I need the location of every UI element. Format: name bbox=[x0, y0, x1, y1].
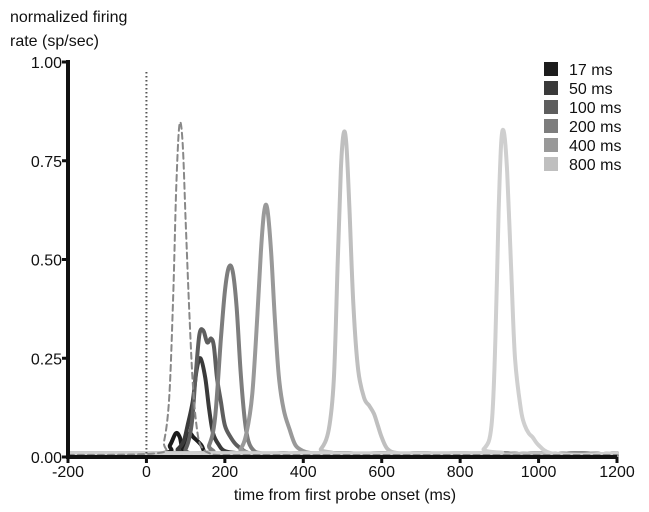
x-tick-label: 600 bbox=[368, 464, 395, 481]
x-axis-title: time from first probe onset (ms) bbox=[234, 487, 456, 504]
legend-swatch bbox=[544, 81, 558, 95]
series-line-200-ms bbox=[66, 263, 619, 457]
series-layer bbox=[66, 121, 619, 457]
x-tick-label: -200 bbox=[52, 464, 84, 481]
y-axis-title-line-2: rate (sp/sec) bbox=[10, 33, 99, 50]
legend-label: 200 ms bbox=[569, 119, 621, 136]
legend-swatch bbox=[544, 138, 558, 152]
legend-swatch bbox=[544, 62, 558, 76]
y-axis-title-line-1: normalized firing bbox=[10, 9, 127, 26]
legend-swatch bbox=[544, 100, 558, 114]
x-tick-label: 1200 bbox=[599, 464, 635, 481]
y-tick-label: 0.00 bbox=[31, 450, 62, 467]
legend-label: 17 ms bbox=[569, 62, 613, 79]
x-tick-label: 0 bbox=[142, 464, 151, 481]
x-tick-label: 800 bbox=[447, 464, 474, 481]
axes-layer: 0.00 0.25 0.50 0.75 1.00 -200 0 200 400 600 800 100… bbox=[31, 55, 635, 481]
y-tick-label: 0.75 bbox=[31, 154, 62, 171]
legend-swatch bbox=[544, 119, 558, 133]
legend-swatch bbox=[544, 157, 558, 171]
y-tick-label: 1.00 bbox=[31, 55, 62, 72]
y-tick-label: 0.50 bbox=[31, 253, 62, 270]
legend-label: 50 ms bbox=[569, 81, 613, 98]
x-tick-label: 400 bbox=[290, 464, 317, 481]
legend: 17 ms 50 ms 100 ms 200 ms 400 ms 800 ms bbox=[544, 62, 621, 174]
series-line-800-ms bbox=[66, 129, 619, 457]
legend-label: 800 ms bbox=[569, 157, 621, 174]
series-line-unlabeled-6 bbox=[66, 127, 619, 457]
legend-label: 400 ms bbox=[569, 138, 621, 155]
y-tick-label: 0.25 bbox=[31, 351, 62, 368]
x-tick-label: 200 bbox=[212, 464, 239, 481]
series-line-400-ms bbox=[66, 202, 619, 457]
x-tick-label: 1000 bbox=[521, 464, 557, 481]
series-line-100-ms bbox=[66, 327, 619, 457]
legend-label: 100 ms bbox=[569, 100, 621, 117]
